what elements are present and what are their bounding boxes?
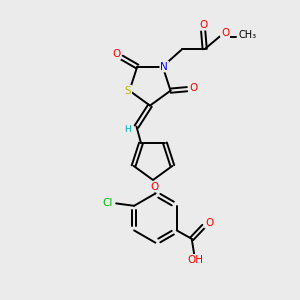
Text: O: O — [205, 218, 213, 228]
Text: O: O — [150, 182, 159, 192]
Text: O: O — [112, 49, 120, 59]
Text: Cl: Cl — [103, 197, 113, 208]
Text: O: O — [199, 20, 207, 29]
Text: N: N — [160, 61, 168, 71]
Text: CH₃: CH₃ — [238, 30, 257, 40]
Text: S: S — [124, 86, 131, 96]
Text: O: O — [221, 28, 229, 38]
Text: H: H — [124, 124, 131, 134]
Text: OH: OH — [188, 255, 204, 265]
Text: O: O — [190, 83, 198, 93]
